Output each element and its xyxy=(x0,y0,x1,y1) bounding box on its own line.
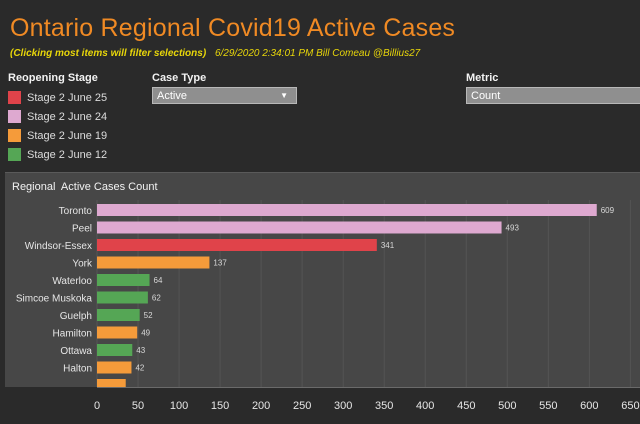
legend-label: Stage 2 June 24 xyxy=(27,110,108,123)
bar-category-label[interactable]: Simcoe Muskoka xyxy=(16,294,93,305)
legend-label: Stage 2 June 12 xyxy=(27,148,108,161)
legend-item-stage2-june25[interactable]: Stage 2 June 25 xyxy=(8,88,107,107)
dashboard-title: Ontario Regional Covid19 Active Cases xyxy=(10,14,456,42)
x-tick-label: 550 xyxy=(539,400,557,412)
bar[interactable] xyxy=(97,291,148,304)
x-tick-label: 50 xyxy=(132,400,144,412)
bar[interactable] xyxy=(97,344,133,356)
x-tick-label: 150 xyxy=(211,400,229,412)
bar[interactable] xyxy=(97,361,132,374)
bar-category-label[interactable]: Halton xyxy=(63,364,92,375)
bar-chart-panel: Toronto 609 Peel 493 Windsor-Essex 341 York 137… xyxy=(5,200,640,387)
bar-category-label[interactable]: Peel xyxy=(72,224,92,235)
bar-value-label: 42 xyxy=(135,364,144,373)
filter-hint: (Clicking most items will filter selecti… xyxy=(10,48,207,59)
bar[interactable] xyxy=(97,204,597,216)
bar-value-label: 341 xyxy=(381,241,395,250)
legend-label: Stage 2 June 19 xyxy=(27,129,108,142)
x-tick-label: 300 xyxy=(334,400,352,412)
x-tick-label: 350 xyxy=(375,400,393,412)
reopening-stage-legend: Reopening Stage Stage 2 June 25 Stage 2 … xyxy=(8,72,107,164)
bar[interactable] xyxy=(97,309,140,321)
legend-swatch xyxy=(8,91,21,104)
legend-title: Reopening Stage xyxy=(8,72,98,84)
bar-value-label: 64 xyxy=(154,276,163,285)
bar-value-label: 137 xyxy=(213,259,227,268)
bar-category-label[interactable]: Ottawa xyxy=(60,346,92,357)
bar-value-label: 609 xyxy=(601,206,615,215)
metric-filter: Metric Count xyxy=(466,72,640,104)
chart-title: Regional Active Cases Count xyxy=(12,181,158,193)
bar-category-label[interactable]: Hamilton xyxy=(53,329,92,340)
bar-category-label[interactable]: York xyxy=(72,259,93,270)
x-tick-label: 650 xyxy=(621,400,639,412)
bar[interactable] xyxy=(97,239,377,251)
dashboard-subtitle: (Clicking most items will filter selecti… xyxy=(10,48,420,59)
bar[interactable] xyxy=(97,274,150,286)
legend-swatch xyxy=(8,110,21,123)
legend-item-stage2-june12[interactable]: Stage 2 June 12 xyxy=(8,145,107,164)
chart-header: Regional Active Cases Count xyxy=(5,172,640,200)
metric-selector[interactable]: Count xyxy=(466,87,640,104)
bar-value-label: 493 xyxy=(506,224,520,233)
x-tick-label: 600 xyxy=(580,400,598,412)
bar-value-label: 43 xyxy=(136,346,145,355)
x-tick-label: 250 xyxy=(293,400,311,412)
bar-category-label[interactable]: Windsor-Essex xyxy=(25,241,92,252)
metric-label: Metric xyxy=(466,72,499,84)
chevron-down-icon: ▼ xyxy=(280,91,288,100)
timestamp-author: 6/29/2020 2:34:01 PM Bill Comeau @Billiu… xyxy=(214,48,421,59)
x-tick-label: 400 xyxy=(416,400,434,412)
legend-swatch xyxy=(8,129,21,142)
x-axis: 0 50 100 150 200 250 300 350 400 450 500 550 600 650 xyxy=(5,387,640,419)
bar-partial[interactable] xyxy=(97,379,126,387)
bar-category-label[interactable]: Toronto xyxy=(59,206,93,217)
x-tick-label: 100 xyxy=(170,400,188,412)
legend-swatch xyxy=(8,148,21,161)
metric-value: Count xyxy=(471,89,501,102)
bar[interactable] xyxy=(97,256,210,269)
x-tick-label: 200 xyxy=(252,400,270,412)
bar-value-label: 62 xyxy=(152,294,161,303)
legend-label: Stage 2 June 25 xyxy=(27,91,108,104)
case-type-label: Case Type xyxy=(152,72,207,84)
bar-category-label[interactable]: Guelph xyxy=(60,311,92,322)
x-axis-svg: 0 50 100 150 200 250 300 350 400 450 500 550 600 650 xyxy=(94,387,640,412)
bar[interactable] xyxy=(97,326,138,339)
case-type-value: Active xyxy=(157,89,187,102)
bar-value-label: 49 xyxy=(141,329,150,338)
x-tick-label: 450 xyxy=(457,400,475,412)
bar-chart: Toronto 609 Peel 493 Windsor-Essex 341 York 137… xyxy=(16,200,631,387)
case-type-filter: Case Type Active ▼ xyxy=(152,72,297,104)
case-type-dropdown[interactable]: Active ▼ xyxy=(152,87,297,104)
legend-item-stage2-june19[interactable]: Stage 2 June 19 xyxy=(8,126,107,145)
bar-category-label[interactable]: Waterloo xyxy=(52,276,92,287)
bar-value-label: 52 xyxy=(144,311,153,320)
legend-item-stage2-june24[interactable]: Stage 2 June 24 xyxy=(8,107,107,126)
x-tick-label: 0 xyxy=(94,400,100,412)
x-tick-label: 500 xyxy=(498,400,516,412)
bar[interactable] xyxy=(97,221,502,234)
